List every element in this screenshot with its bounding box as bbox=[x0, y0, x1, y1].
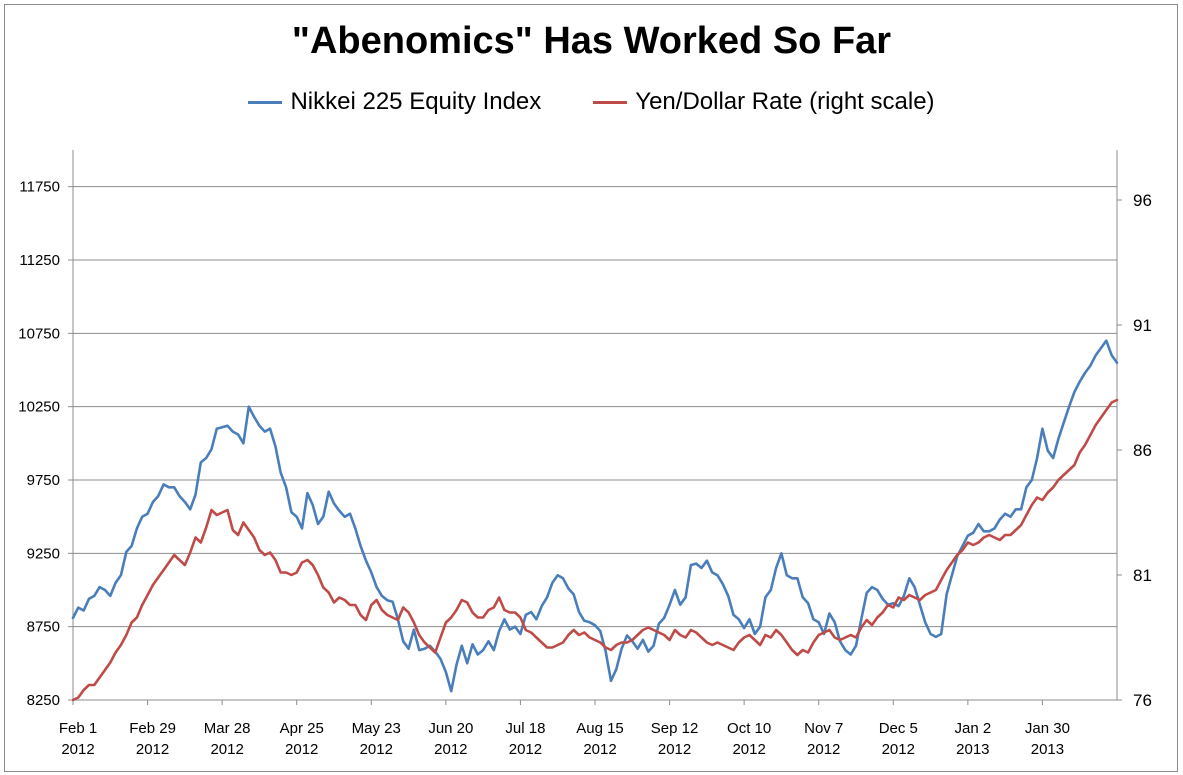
legend-label-nikkei: Nikkei 225 Equity Index bbox=[290, 88, 542, 115]
right-tick-label-0: 76 bbox=[1133, 691, 1152, 710]
series-line-nikkei bbox=[71, 339, 1119, 693]
x-tick-year-3: 2012 bbox=[285, 741, 318, 758]
left-tick-label-0: 8250 bbox=[27, 692, 60, 709]
x-tick-year-7: 2012 bbox=[583, 741, 616, 758]
x-tick-year-2: 2012 bbox=[210, 741, 243, 758]
legend-entry-yen-dollar: Yen/Dollar Rate (right scale) bbox=[593, 88, 935, 116]
x-tick-year-0: 2012 bbox=[61, 741, 94, 758]
series-line-yen-dollar bbox=[71, 398, 1119, 702]
left-tick-label-2: 9250 bbox=[27, 545, 60, 562]
left-tick-label-5: 10750 bbox=[18, 325, 60, 342]
x-tick-label-7: Aug 15 bbox=[576, 720, 624, 737]
tick-labels: 8250 8750 9250 9750 10250 10750 11250 11750 76 81… bbox=[18, 179, 1152, 758]
x-tick-label-0: Feb 1 bbox=[59, 720, 97, 737]
x-tick-year-5: 2012 bbox=[434, 741, 467, 758]
x-tick-label-10: Nov 7 bbox=[804, 720, 843, 737]
legend-swatch-nikkei bbox=[248, 100, 283, 104]
x-tick-label-2: Mar 28 bbox=[204, 720, 251, 737]
x-tick-year-13: 2013 bbox=[1031, 741, 1064, 758]
x-tick-label-8: Sep 12 bbox=[651, 720, 699, 737]
x-tick-label-6: Jul 18 bbox=[505, 720, 545, 737]
x-tick-label-5: Jun 20 bbox=[428, 720, 473, 737]
legend-label-yen-dollar: Yen/Dollar Rate (right scale) bbox=[635, 88, 935, 115]
chart-frame bbox=[4, 4, 1178, 772]
legend-entry-nikkei: Nikkei 225 Equity Index bbox=[248, 88, 541, 116]
right-tick-label-4: 96 bbox=[1133, 191, 1152, 210]
x-tick-label-9: Oct 10 bbox=[727, 720, 771, 737]
chart-title: "Abenomics" Has Worked So Far bbox=[291, 20, 892, 62]
left-tick-label-6: 11250 bbox=[19, 252, 60, 269]
x-tick-label-1: Feb 29 bbox=[129, 720, 176, 737]
legend-swatch-yen-dollar bbox=[593, 100, 628, 104]
x-tick-label-4: May 23 bbox=[352, 720, 401, 737]
left-tick-label-4: 10250 bbox=[18, 399, 60, 416]
x-tick-label-13: Jan 30 bbox=[1025, 720, 1070, 737]
gridlines bbox=[73, 186, 1117, 701]
x-tick-year-12: 2013 bbox=[956, 741, 989, 758]
x-tick-year-11: 2012 bbox=[882, 741, 915, 758]
x-tick-year-1: 2012 bbox=[136, 741, 169, 758]
right-tick-label-3: 91 bbox=[1133, 316, 1152, 335]
x-tick-label-3: Apr 25 bbox=[280, 720, 324, 737]
legend: Nikkei 225 Equity Index Yen/Dollar Rate … bbox=[0, 88, 1183, 116]
right-tick-label-1: 81 bbox=[1133, 566, 1152, 585]
left-tick-label-1: 8750 bbox=[27, 619, 60, 636]
x-tick-year-6: 2012 bbox=[509, 741, 542, 758]
left-tick-label-7: 11750 bbox=[19, 179, 60, 196]
x-tick-label-12: Jan 2 bbox=[955, 720, 992, 737]
x-tick-year-4: 2012 bbox=[360, 741, 393, 758]
x-tick-label-11: Dec 5 bbox=[879, 720, 918, 737]
series-lines bbox=[71, 339, 1119, 702]
right-tick-label-2: 86 bbox=[1133, 441, 1152, 460]
left-tick-label-3: 9750 bbox=[27, 472, 60, 489]
axes bbox=[68, 150, 1122, 705]
x-tick-year-8: 2012 bbox=[658, 741, 691, 758]
x-tick-year-10: 2012 bbox=[807, 741, 840, 758]
x-tick-year-9: 2012 bbox=[732, 741, 765, 758]
